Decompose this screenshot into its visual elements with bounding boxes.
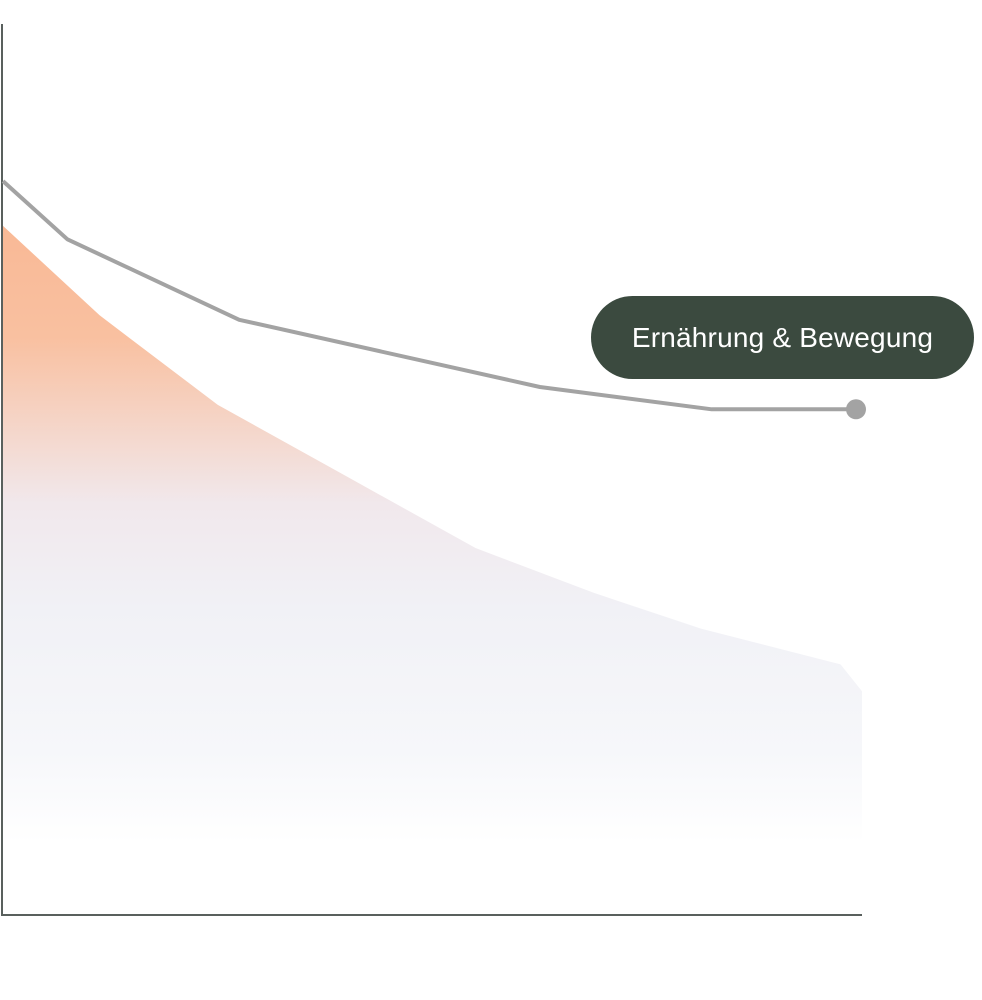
- series-label-pill: Ernährung & Bewegung: [591, 296, 974, 379]
- series-label-text: Ernährung & Bewegung: [631, 321, 934, 353]
- axes: [1, 24, 862, 916]
- area-series-layer: [3, 225, 862, 844]
- line-series-path: [1, 179, 862, 412]
- line-series-end-marker: [846, 399, 866, 420]
- area-series-fill: [3, 225, 862, 844]
- line-series-layer: [1, 179, 866, 420]
